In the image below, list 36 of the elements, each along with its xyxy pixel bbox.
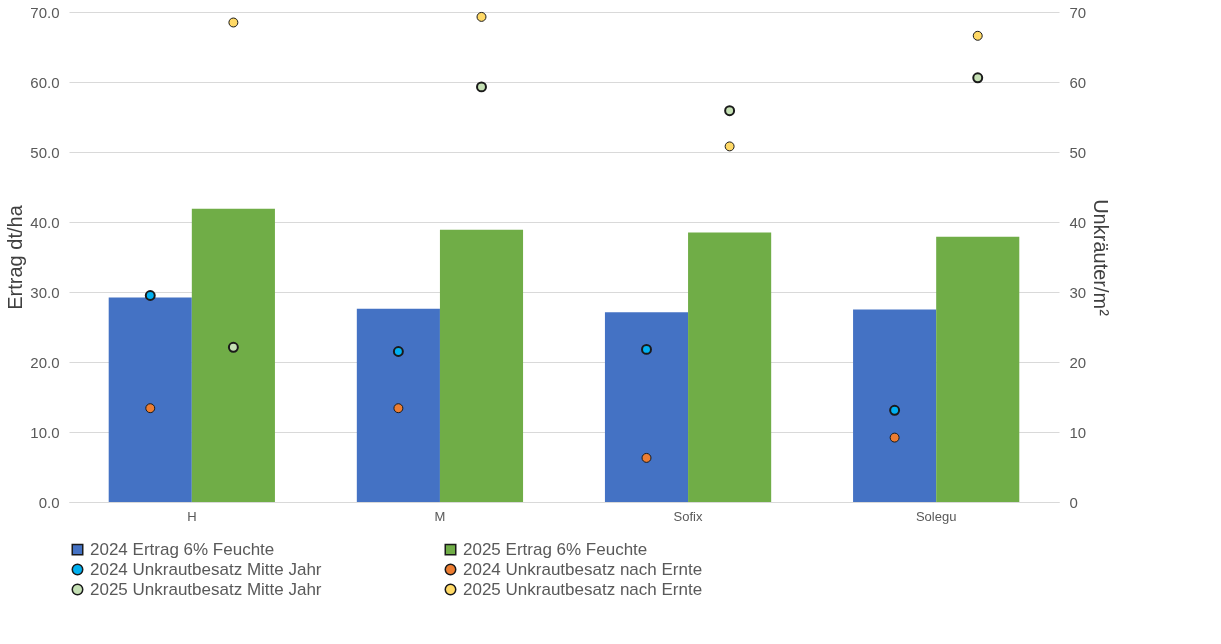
legend-label: 2025 Unkrautbesatz Mitte Jahr (90, 579, 322, 599)
legend-label: 2024 Ertrag 6% Feuchte (90, 539, 275, 559)
legend-label: 2025 Unkrautbesatz nach Ernte (463, 579, 703, 599)
x-tick-label: H (187, 508, 197, 524)
bar (688, 232, 772, 502)
y2-tick-label: 30 (1069, 283, 1087, 301)
y2-tick-label: 10 (1069, 423, 1087, 441)
legend-label: 2024 Unkrautbesatz nach Ernte (463, 559, 703, 579)
y2-tick-label: 0 (1069, 493, 1078, 511)
bar (936, 236, 1020, 502)
y-tick-label: 40.0 (30, 213, 60, 231)
y-tick-label: 0.0 (38, 493, 60, 511)
y-tick-label: 20.0 (30, 353, 60, 371)
y-tick-label: 30.0 (30, 283, 60, 301)
bar (439, 229, 524, 502)
y2-tick-label: 60 (1069, 73, 1087, 91)
y-tick-label: 60.0 (30, 73, 60, 91)
y2-tick-label: 70 (1069, 3, 1087, 21)
bar (604, 312, 689, 502)
bar (853, 309, 937, 502)
bar (191, 208, 275, 502)
y2-tick-label: 20 (1069, 353, 1087, 371)
y2-tick-label: 40 (1069, 213, 1087, 231)
y-tick-label: 10.0 (30, 423, 60, 441)
x-tick-label: M (434, 508, 446, 524)
y-tick-label: 70.0 (30, 3, 60, 21)
y-tick-label: 50.0 (30, 143, 60, 161)
y2-tick-label: 50 (1069, 143, 1087, 161)
bar (108, 297, 192, 502)
x-tick-label: Solegu (915, 508, 957, 524)
legend-label: 2024 Unkrautbesatz Mitte Jahr (90, 559, 322, 579)
x-tick-label: Sofix (673, 508, 704, 524)
y2-axis-title: Unkräuter/m² (1090, 199, 1113, 317)
bar (356, 308, 440, 502)
y-axis-title: Ertrag dt/ha (4, 204, 27, 310)
legend-label: 2025 Ertrag 6% Feuchte (463, 539, 648, 559)
